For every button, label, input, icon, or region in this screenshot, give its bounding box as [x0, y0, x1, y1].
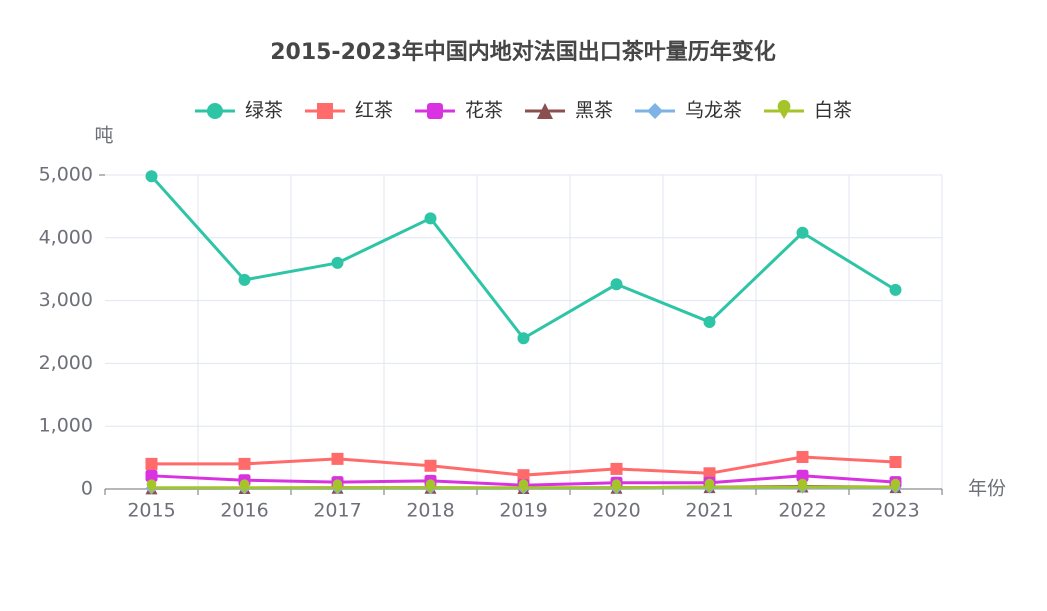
x-axis-label: 年份: [968, 478, 1006, 500]
y-tick-label: 4,000: [39, 226, 93, 248]
data-point: [703, 315, 716, 328]
data-point: [331, 256, 344, 269]
legend-symbol: [206, 103, 223, 119]
x-tick-label: 2023: [871, 500, 919, 522]
x-tick-label: 2017: [313, 500, 361, 522]
legend-symbol: [426, 103, 443, 119]
data-point: [146, 479, 157, 494]
legend-label: 绿茶: [245, 100, 283, 122]
data-point: [704, 478, 715, 494]
data-point: [424, 459, 437, 472]
data-point: [518, 479, 529, 494]
data-point: [796, 450, 809, 463]
data-point: [238, 273, 251, 286]
y-tick-label: 1,000: [39, 415, 93, 437]
data-point: [889, 455, 902, 468]
legend-label: 红茶: [355, 100, 393, 122]
data-point: [889, 283, 902, 296]
data-point: [611, 479, 622, 494]
data-point: [610, 278, 623, 291]
legend-label: 乌龙茶: [685, 100, 742, 122]
legend-label: 白茶: [814, 100, 852, 122]
legend-label: 花茶: [465, 100, 503, 122]
x-tick-label: 2018: [406, 500, 454, 522]
legend-symbol: [777, 99, 791, 119]
data-point: [331, 452, 344, 465]
y-tick-label: 2,000: [39, 352, 93, 374]
data-point: [610, 462, 623, 475]
data-point: [239, 479, 250, 494]
data-point: [796, 226, 809, 239]
y-tick-label: 3,000: [39, 289, 93, 311]
data-point: [890, 478, 901, 494]
y-axis-label: 吨: [94, 125, 113, 147]
x-tick-label: 2016: [220, 500, 268, 522]
x-tick-label: 2020: [592, 500, 640, 522]
data-point: [238, 457, 251, 470]
legend: 绿茶 红茶 花茶 黑茶 乌龙茶 白茶: [194, 99, 852, 122]
x-tick-label: 2015: [127, 500, 175, 522]
data-point: [797, 478, 808, 494]
data-point: [424, 212, 437, 225]
legend-symbol: [316, 103, 333, 119]
data-point: [145, 469, 158, 482]
x-tick-label: 2022: [778, 500, 826, 522]
legend-label: 黑茶: [575, 100, 613, 122]
y-tick-label: 5,000: [39, 164, 93, 186]
data-point: [517, 469, 530, 482]
x-tick-label: 2019: [499, 500, 547, 522]
chart-title: 2015-2023年中国内地对法国出口茶叶量历年变化: [270, 39, 776, 65]
legend-symbol: [647, 103, 664, 119]
data-point: [517, 332, 530, 345]
series-line: [150, 175, 897, 341]
x-tick-label: 2021: [685, 500, 733, 522]
y-tick-label: 0: [81, 478, 93, 500]
data-point: [332, 479, 343, 494]
data-point: [703, 467, 716, 480]
data-point: [425, 479, 436, 494]
data-point: [145, 170, 158, 183]
data-point: [796, 469, 809, 482]
data-point: [145, 457, 158, 470]
legend-symbol: [537, 103, 553, 119]
